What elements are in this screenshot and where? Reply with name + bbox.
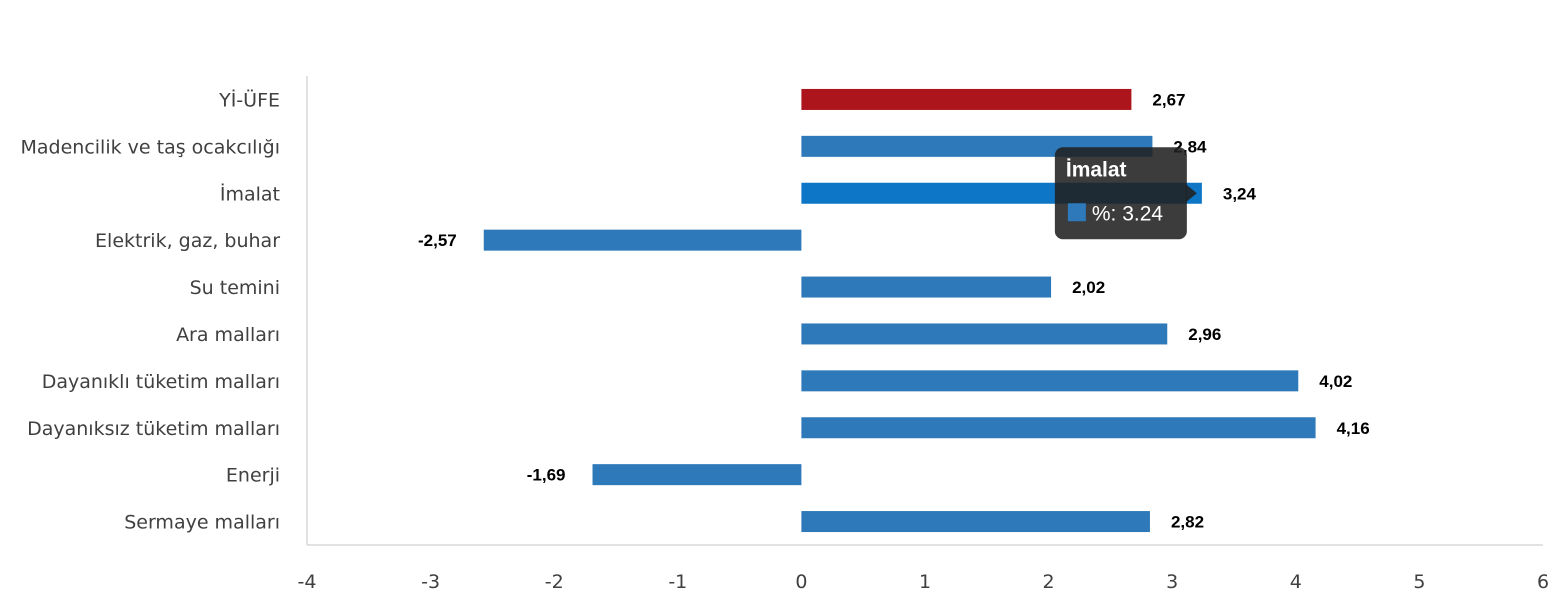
x-tick-label: 5: [1413, 571, 1425, 593]
bar[interactable]: [483, 229, 802, 251]
tooltip-value: %: 3.24: [1092, 202, 1164, 225]
x-tick-label: -2: [545, 571, 564, 593]
x-tick-label: -4: [298, 571, 317, 593]
bar[interactable]: [801, 323, 1168, 345]
category-label: Dayanıklı tüketim malları: [42, 371, 280, 393]
x-tick-labels: -4 -3 -2 -1 0 1 2 3 4 5 6: [298, 571, 1550, 593]
bar[interactable]: [592, 464, 802, 486]
category-labels: Yİ-ÜFE Madencilik ve taş ocakcılığı İmalat…: [21, 88, 281, 533]
bar[interactable]: [801, 511, 1150, 533]
tooltip-background: [1054, 147, 1187, 240]
bar[interactable]: [801, 88, 1132, 110]
tooltip-title: İmalat: [1066, 158, 1127, 181]
x-tick-label: 1: [919, 571, 931, 593]
bar[interactable]: [801, 370, 1299, 392]
category-label: Ara malları: [176, 324, 280, 346]
x-tick-label: -1: [668, 571, 687, 593]
data-label: 3,24: [1223, 184, 1257, 203]
tooltip-series-swatch: [1067, 203, 1086, 222]
data-label: -1,69: [527, 466, 566, 485]
data-label: 4,02: [1319, 372, 1352, 391]
category-label: Yİ-ÜFE: [218, 88, 280, 111]
category-label: Sermaye malları: [124, 512, 280, 534]
category-label: İmalat: [220, 182, 280, 205]
x-tick-label: 4: [1290, 571, 1302, 593]
tooltip-pointer: [1185, 184, 1197, 203]
data-label: 2,96: [1188, 325, 1221, 344]
x-tick-label: -3: [421, 571, 440, 593]
bar[interactable]: [801, 417, 1316, 439]
category-label: Enerji: [226, 465, 280, 487]
tooltip: İmalat %: 3.24: [1054, 147, 1197, 240]
bar[interactable]: [801, 276, 1052, 298]
category-label: Dayanıksız tüketim malları: [27, 418, 280, 440]
data-labels: 2,672,843,24-2,572,022,964,024,16-1,692,…: [418, 90, 1370, 531]
data-label: -2,57: [418, 231, 457, 250]
x-tick-label: 2: [1043, 571, 1055, 593]
data-label: 2,82: [1171, 513, 1204, 532]
x-tick-label: 0: [795, 571, 807, 593]
bars-group: [483, 88, 1316, 533]
data-label: 2,67: [1152, 90, 1185, 109]
category-label: Elektrik, gaz, buhar: [95, 230, 280, 252]
x-tick-label: 3: [1166, 571, 1178, 593]
x-tick-label: 6: [1537, 571, 1549, 593]
category-label: Madencilik ve taş ocakcılığı: [21, 136, 281, 158]
data-label: 2,02: [1072, 278, 1105, 297]
data-label: 4,16: [1337, 419, 1370, 438]
category-label: Su temini: [190, 277, 280, 299]
